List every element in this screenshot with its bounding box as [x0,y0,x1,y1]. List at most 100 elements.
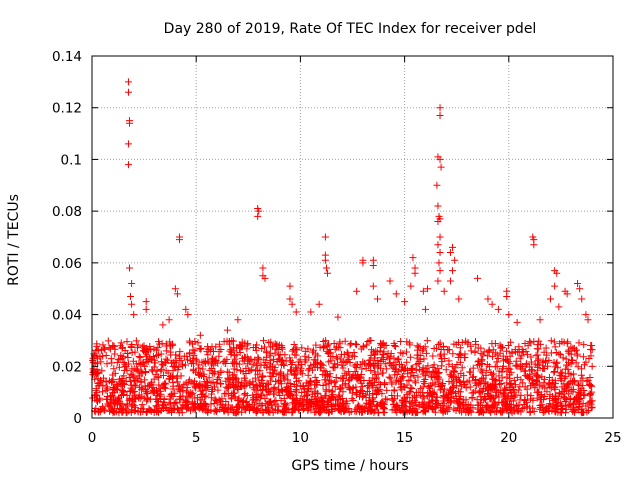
data-point [455,394,463,402]
data-point [266,363,274,371]
data-point [263,391,271,399]
data-point [260,337,268,345]
data-point [435,382,443,390]
x-tick-label: 10 [292,430,309,446]
data-point [559,354,567,362]
data-point [217,380,225,388]
data-point [419,287,427,295]
data-point [280,400,288,408]
data-point [215,348,223,356]
data-point [120,359,128,367]
data-point [423,337,431,345]
data-point [182,397,190,405]
data-point [538,401,546,409]
data-point [153,391,161,399]
data-point [499,362,507,370]
data-point [456,344,464,352]
data-point [126,388,134,396]
data-point [304,345,312,353]
data-point [266,350,274,358]
data-point [296,399,304,407]
data-point [419,408,427,416]
data-point [215,374,223,382]
data-point [523,360,531,368]
data-point [255,207,263,215]
data-point [196,371,204,379]
data-point [337,402,345,410]
data-point [369,282,377,290]
data-point [138,401,146,409]
data-point [551,395,559,403]
data-point [167,342,175,350]
data-point [457,351,465,359]
data-point [321,233,329,241]
data-point [459,399,467,407]
data-point [353,375,361,383]
data-point [578,295,586,303]
data-point [503,373,511,381]
data-point [484,401,492,409]
data-point [103,360,111,368]
data-point [364,338,372,346]
data-point [544,362,552,370]
data-point [523,391,531,399]
data-point [419,392,427,400]
data-point [384,350,392,358]
data-point [392,376,400,384]
data-point [445,357,453,365]
data-point [96,394,104,402]
data-point [224,401,232,409]
data-point [207,400,215,408]
data-point [584,316,592,324]
data-point [377,357,385,365]
data-point [569,388,577,396]
data-point [462,384,470,392]
data-point [500,398,508,406]
data-point [176,348,184,356]
data-point [502,406,510,414]
data-point [411,397,419,405]
y-tick-label: 0.14 [52,49,82,65]
data-point [389,364,397,372]
data-point [281,375,289,383]
data-point [450,368,458,376]
data-point [588,341,596,349]
data-point [284,370,292,378]
data-point [160,383,168,391]
data-point [124,88,132,96]
data-point [422,349,430,357]
data-point [553,358,561,366]
data-point [452,389,460,397]
data-point [517,376,525,384]
data-point [165,399,173,407]
data-point [142,348,150,356]
data-point [144,394,152,402]
data-point [312,381,320,389]
data-point [262,384,270,392]
data-point [526,337,534,345]
data-point [162,380,170,388]
data-point [106,400,114,408]
x-tick-label: 15 [396,430,413,446]
data-point [391,342,399,350]
data-point [432,393,440,401]
data-point [451,256,459,264]
data-point [150,408,158,416]
data-point [233,351,241,359]
data-point [326,396,334,404]
data-point [513,362,521,370]
data-point [338,350,346,358]
data-point [170,362,178,370]
x-tick-label: 25 [604,430,621,446]
data-point [241,357,249,365]
data-point [267,377,275,385]
data-point [175,382,183,390]
data-point [509,386,517,394]
data-point [445,404,453,412]
data-point [279,387,287,395]
data-point [479,403,487,411]
data-point [149,389,157,397]
data-point [406,353,414,361]
data-point [546,383,554,391]
data-point [517,352,525,360]
